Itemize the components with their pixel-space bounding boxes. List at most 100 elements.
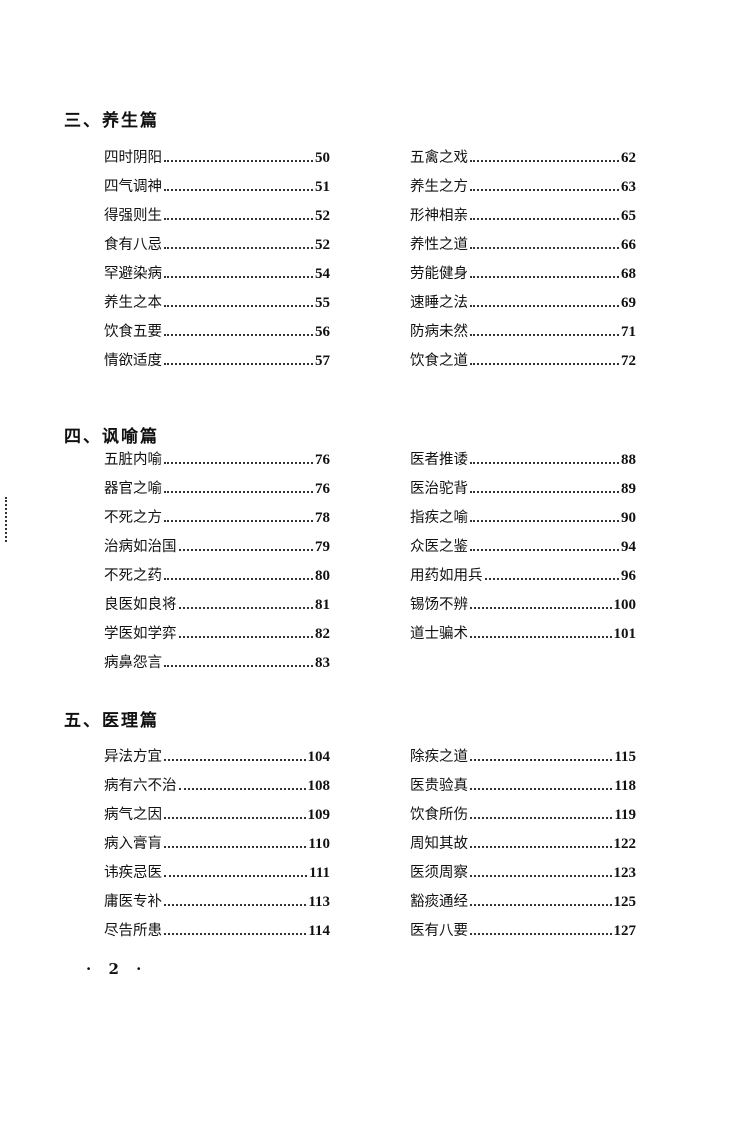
toc-entry: 不死之方 78 [104,506,330,535]
entry-title: 众医之鉴 [410,539,468,555]
dot-leader [164,189,313,191]
dot-leader [164,218,313,220]
toc-entry: 四时阴阳 50 [104,146,330,175]
entry-title: 道士骗术 [410,626,468,642]
dot-leader [470,817,613,819]
dot-leader [470,636,612,638]
toc-entry: 众医之鉴 94 [410,535,636,564]
entry-page: 55 [315,295,330,311]
entry-title: 得强则生 [104,208,162,224]
toc-entry: 形神相亲 65 [410,204,636,233]
entry-page: 57 [315,353,330,369]
dot-leader [164,933,307,935]
entry-page: 79 [315,539,330,555]
entry-title: 劳能健身 [410,266,468,282]
dot-leader [470,875,612,877]
dot-leader [470,759,613,761]
entry-page: 104 [307,749,331,765]
dot-leader [484,578,619,580]
entry-title: 罕避染病 [104,266,162,282]
toc-entry: 劳能健身 68 [410,262,636,291]
entry-page: 125 [613,894,637,910]
entry-page: 76 [315,481,330,497]
toc-entry: 道士骗术 101 [410,622,636,651]
toc-entry: 防病未然 71 [410,320,636,349]
toc-entry: 病有六不治 108 [104,774,330,803]
toc-entry: 五禽之戏 62 [410,146,636,175]
entry-page: 113 [308,894,330,910]
toc-entry: 食有八忌 52 [104,233,330,262]
entry-page: 69 [621,295,636,311]
toc-entry: 医者推诿 88 [410,448,636,477]
entry-title: 治病如治国 [104,539,177,555]
entry-page: 88 [621,452,636,468]
entry-page: 83 [315,655,330,671]
entry-page: 115 [614,749,636,765]
entry-page: 109 [307,807,331,823]
left-column: 异法方宜 104 病有六不治 108 病气之因 109 病入膏肓 110 讳疾忌医 111 庸医专补… [104,745,330,948]
entry-page: 62 [621,150,636,166]
toc-entry: 庸医专补 113 [104,890,330,919]
dot-leader [164,276,313,278]
entry-title: 饮食所伤 [410,807,468,823]
dot-leader [164,491,313,493]
entry-title: 病有六不治 [104,778,177,794]
toc-entry: 养生之方 63 [410,175,636,204]
entry-title: 周知其故 [410,836,468,852]
dot-leader [164,363,313,365]
dot-leader [164,578,313,580]
toc-entry: 医须周察 123 [410,861,636,890]
dot-leader [164,520,313,522]
dot-leader [178,636,313,638]
entry-title: 器官之喻 [104,481,162,497]
dot-leader [178,607,313,609]
entry-title: 四时阴阳 [104,150,162,166]
toc-entry: 异法方宜 104 [104,745,330,774]
toc-entry: 病气之因 109 [104,803,330,832]
toc-entry: 医有八要 127 [410,919,636,948]
entry-page: 101 [613,626,637,642]
entry-page: 52 [315,208,330,224]
dot-leader [470,846,612,848]
toc-entry: 不死之药 80 [104,564,330,593]
dot-leader [470,607,612,609]
entry-page: 71 [621,324,636,340]
entry-title: 医治驼背 [410,481,468,497]
dot-leader [470,788,613,790]
entry-page: 110 [308,836,330,852]
entry-title: 饮食之道 [410,353,468,369]
dot-leader [470,305,619,307]
entry-title: 庸医专补 [104,894,162,910]
entry-title: 指疾之喻 [410,510,468,526]
toc-entry: 饮食五要 56 [104,320,330,349]
right-column: 五禽之戏 62 养生之方 63 形神相亲 65 养性之道 66 劳能健身 68 速睡之法 69 防病未然… [410,146,636,378]
entry-title: 医者推诿 [410,452,468,468]
entry-page: 80 [315,568,330,584]
entry-page: 52 [315,237,330,253]
toc-entry: 器官之喻 76 [104,477,330,506]
dot-leader [470,363,619,365]
toc-entry: 锡饧不辨 100 [410,593,636,622]
toc-entry: 病鼻怨言 83 [104,651,330,680]
toc-entry: 情欲适度 57 [104,349,330,378]
entry-page: 66 [621,237,636,253]
entry-page: 122 [613,836,637,852]
toc-entry: 除疾之道 115 [410,745,636,774]
dot-leader [164,665,313,667]
toc-entry: 医贵验真 118 [410,774,636,803]
entry-title: 尽告所患 [104,923,162,939]
entry-page: 63 [621,179,636,195]
left-column: 五脏内喻 76 器官之喻 76 不死之方 78 治病如治国 79 不死之药 80 良医如良将 81 学医… [104,448,330,680]
toc-entry: 五脏内喻 76 [104,448,330,477]
dot-leader [164,334,313,336]
entry-page: 54 [315,266,330,282]
dot-leader [470,462,619,464]
toc-entry: 四气调神 51 [104,175,330,204]
entry-page: 94 [621,539,636,555]
entry-page: 111 [309,865,330,881]
entry-title: 不死之药 [104,568,162,584]
entry-page: 96 [621,568,636,584]
entry-title: 食有八忌 [104,237,162,253]
entry-page: 119 [614,807,636,823]
entry-title: 讳疾忌医 [104,865,162,881]
